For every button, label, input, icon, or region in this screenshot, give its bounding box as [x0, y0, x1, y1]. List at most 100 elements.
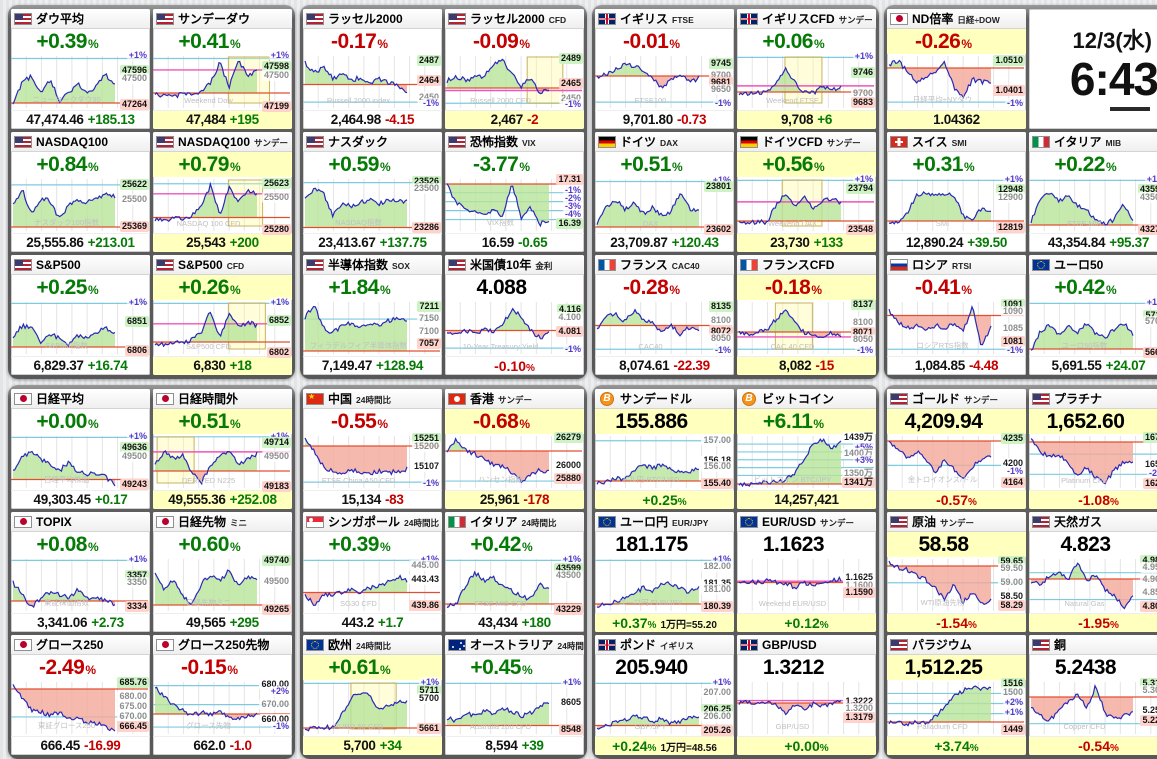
axis-tick: 439.86 [409, 600, 441, 611]
panel-russell2000-cfd[interactable]: ラッセル2000 CFD -0.09% Russell 2000 CFD 2489 246… [445, 9, 584, 129]
panel-eurusd[interactable]: EUR/USD サンデー 1.1623 Weekend EUR/USD 1.1625 1.… [737, 512, 876, 632]
panel-germany-dax[interactable]: ドイツ DAX +0.51% DAX +1% 23801 23602 23,709.87 +12… [595, 132, 734, 252]
axis-tick: +1% [710, 677, 733, 688]
sparkline-chart: Weekend EUR/USD 1.1625 1.1600 1.1590 [737, 557, 876, 613]
panel-header: ダウ平均 [11, 9, 150, 29]
index-name: ND倍率 [912, 12, 954, 26]
value-row: 8,594 +39 [445, 736, 584, 755]
panel-sp500-cfd[interactable]: S&P500 CFD +0.26% S&P500 CFD +1% 6852 6802 6,83… [153, 255, 292, 375]
panel-uk-cfd[interactable]: イギリスCFD サンデー +0.06% Weekend FTSE +1% 9746 9700… [737, 9, 876, 129]
panel-crude-oil[interactable]: 原油 サンデー 58.58 WTI原油先物 59.65 59.50 59.00 58.50 58… [887, 512, 1026, 632]
panel-nasdaq[interactable]: ナスダック +0.59% NASDAQ指数 23526 23500 23286 23,413… [303, 132, 442, 252]
index-name: フランスCFD [762, 258, 835, 272]
panel-sunday-dow[interactable]: サンデーダウ +0.41% Weekend Dow +1% 47598 47500 4719… [153, 9, 292, 129]
jp-flag-icon [14, 392, 32, 405]
panel-dow[interactable]: ダウ平均 +0.39% ニューヨークダウ30 +1% 47596 47500 47264 47… [11, 9, 150, 129]
panel-gbpusd[interactable]: GBP/USD 1.3212 GBP/USD 1.3222 1.3200 1.3179 +0… [737, 635, 876, 755]
sparkline-chart: NASDAQ 100 CFD 25623 25500 25280 [153, 177, 292, 235]
sparkline-svg [11, 682, 148, 734]
panel-eurjpy[interactable]: ユーロ円 EUR/JPY 181.175 ユーロ円 EUR/JPY +1% 182.00 1… [595, 512, 734, 632]
axis-tick: 49500 [261, 576, 291, 587]
sparkline-chart: S&P500 CFD +1% 6852 6802 [153, 297, 292, 358]
index-name: 米国債10年 [470, 258, 532, 272]
panel-sox[interactable]: 半導体指数 SOX +1.84% フィラデルフィア半導体指数 7211 7150 7100 7… [303, 255, 442, 375]
panel-russell2000[interactable]: ラッセル2000 -0.17% Russell 2000 index 2487 2464… [303, 9, 442, 129]
axis-tick: 9650 [708, 84, 733, 95]
panel-uk-ftse[interactable]: イギリス FTSE -0.01% FTSE100 9745 9700 9681 9650 -1%… [595, 9, 734, 129]
percent-value: +0.60 [178, 533, 229, 556]
panel-topix[interactable]: TOPIX +0.08% 東証株価指数 +1% 3357 3350 3334 3,341.06… [11, 512, 150, 632]
axis-tick: 8050 [708, 333, 733, 344]
axis-tick: -1% [712, 345, 733, 356]
panel-singapore[interactable]: シンガポール 24時間比 +0.39% SG30 CFD +1% 445.00 443.43… [303, 512, 442, 632]
sparkline-chart: NASDAQ指数 23526 23500 23286 [303, 176, 442, 233]
axis-tick: 8548 [558, 724, 583, 735]
panel-nikkei[interactable]: 日経平均 +0.00% 日経平均株価 +1% 49636 49500 49243 49,303… [11, 389, 150, 509]
panel-sunday-dollar[interactable]: サンデードル155.886ドル円-BTC/USD157.00156.18156.… [595, 389, 734, 509]
panel-germany-cfd[interactable]: ドイツCFD サンデー +0.56% Weekend DAX +1% 23794 23548… [737, 132, 876, 252]
panel-growth250[interactable]: グロース250 -2.49% 東証グロース250 685.76 680.00 675.00… [11, 635, 150, 755]
index-name: シンガポール [328, 515, 401, 529]
change-percent: +0.56% [737, 152, 876, 177]
index-name: サンデードル [620, 392, 693, 406]
value-row: 25,543 +200 [153, 233, 292, 252]
percent-value: -0.55 [330, 410, 377, 433]
panel-euro50[interactable]: ユーロ50+0.42%ユーロ50指数+1%5711570056675,691.5… [1029, 255, 1157, 375]
panel-russia-rtsi[interactable]: ロシア RTSI -0.41% ロシアRTS指数 1091 1090 1085 1081 -1%… [887, 255, 1026, 375]
sparkline-svg [303, 436, 440, 488]
panel-nasdaq100-sunday[interactable]: NASDAQ100 サンデー +0.79% NASDAQ 100 CFD 25623 25… [153, 132, 292, 252]
panel-nikkei-afterhours[interactable]: 日経時間外 +0.51% DERIVED N225 +1% 49714 49500 4918… [153, 389, 292, 509]
value-row: 9,708 +6 [737, 110, 876, 129]
panel-gbpjpy[interactable]: ポンド イギリス 205.940 GBP/JPY +1% 207.00 206.25 206.… [595, 635, 734, 755]
index-value: 8,082 [779, 358, 812, 373]
panel-france-cac40[interactable]: フランス CAC40 -0.28% CAC40 8135 8100 8072 8050 -1% 8… [595, 255, 734, 375]
index-name: ナスダック [328, 135, 389, 149]
panel-palladium[interactable]: パラジウム 1,512.25 Palladium CFD 1516 1500 +2% +1%… [887, 635, 1026, 755]
index-name: S&P500 [36, 257, 81, 272]
percent-value: -2.49 [38, 656, 85, 679]
panel-bitcoin[interactable]: ビットコイン+6.11%ビットコイン BTC/JPY1439万+5%1400万+… [737, 389, 876, 509]
axis-tick: 8072 [708, 326, 733, 337]
percent-sign: % [229, 37, 241, 51]
panel-nikkei-futures[interactable]: 日経先物 ミニ +0.60% 日経先物ミニ 49740 49500 49265 49,565 +… [153, 512, 292, 632]
panel-header: ラッセル2000 [303, 9, 442, 29]
panel-italy-24h[interactable]: イタリア 24時間比 +0.42% FTSE MIB CFD +1% 43599 43500… [445, 512, 584, 632]
axis-tick: -1% [712, 98, 733, 109]
change-percent: +1.84% [303, 275, 442, 300]
panel-hongkong[interactable]: 香港 サンデー -0.68% ハンセン指数 26279 26000 25880 25,961-… [445, 389, 584, 509]
sparkline-chart: CAC40 8135 8100 8072 8050 -1% [595, 300, 734, 356]
panel-australia-24h[interactable]: オーストラリア24時間比+0.45%Australia 200 CFD+1%86… [445, 635, 584, 755]
percent-sign: % [87, 37, 99, 51]
percent-sign: % [87, 417, 99, 431]
axis-tick: 25880 [553, 473, 583, 484]
eu-flag-icon [1032, 258, 1050, 271]
bitcoin-icon [742, 391, 756, 406]
percent-value: -0.10 [494, 358, 526, 374]
axis-tick: +1% [1144, 297, 1157, 308]
panel-sp500[interactable]: S&P500 +0.25% S&P500指数 +1% 6851 6806 6,829.37 +… [11, 255, 150, 375]
axis-tick: -1% [562, 344, 583, 355]
panel-europe-24h[interactable]: 欧州 24時間比 +0.61% EURO 50 CFD +1% 5711 5700 5661 5… [303, 635, 442, 755]
percent-sign: % [87, 283, 99, 297]
percent-value: -1.95 [1078, 615, 1110, 631]
hk-flag-icon [448, 392, 466, 405]
panel-nd-ratio[interactable]: ND倍率 日経÷DOW -0.26% 日経平均÷NYダウ 1.0510 1.0401 -1%… [887, 9, 1026, 129]
axis-tick: 5661 [416, 723, 441, 734]
panel-nasdaq100[interactable]: NASDAQ100 +0.84% ナスダック100指数 25622 25500 25369… [11, 132, 150, 252]
percent-value: -0.41 [914, 276, 961, 299]
panel-swiss-smi[interactable]: スイス SMI +0.31% SMI +1% 12948 12900 12819 12,890.… [887, 132, 1026, 252]
panel-us10y[interactable]: 米国債10年 金利 4.088 10-Year Treasury Yield 4.116… [445, 255, 584, 375]
panel-growth250-futures[interactable]: グロース250先物 -0.15% グロース先物 680.00 +2% 670.00 660.… [153, 635, 292, 755]
panel-vix[interactable]: 恐怖指数 VIX -3.77% VIX指数 17.31 -1% -2% -3% -4% 16.39… [445, 132, 584, 252]
panel-gold[interactable]: ゴールド サンデー 4,209.94 金トロイオンス/ドル 4235 4200 -1% 416… [887, 389, 1026, 509]
sparkline-chart: GBP/JPY +1% 207.00 206.25 206.00 205.26 [595, 677, 734, 736]
index-value: 1.04362 [933, 112, 980, 127]
panel-france-cfd[interactable]: フランスCFD -0.18% CAC 40 CFD 8137 8100 8071 8050-… [737, 255, 876, 375]
percent-row: -1.95% [1029, 613, 1157, 632]
percent-value: +0.24 [612, 738, 648, 754]
